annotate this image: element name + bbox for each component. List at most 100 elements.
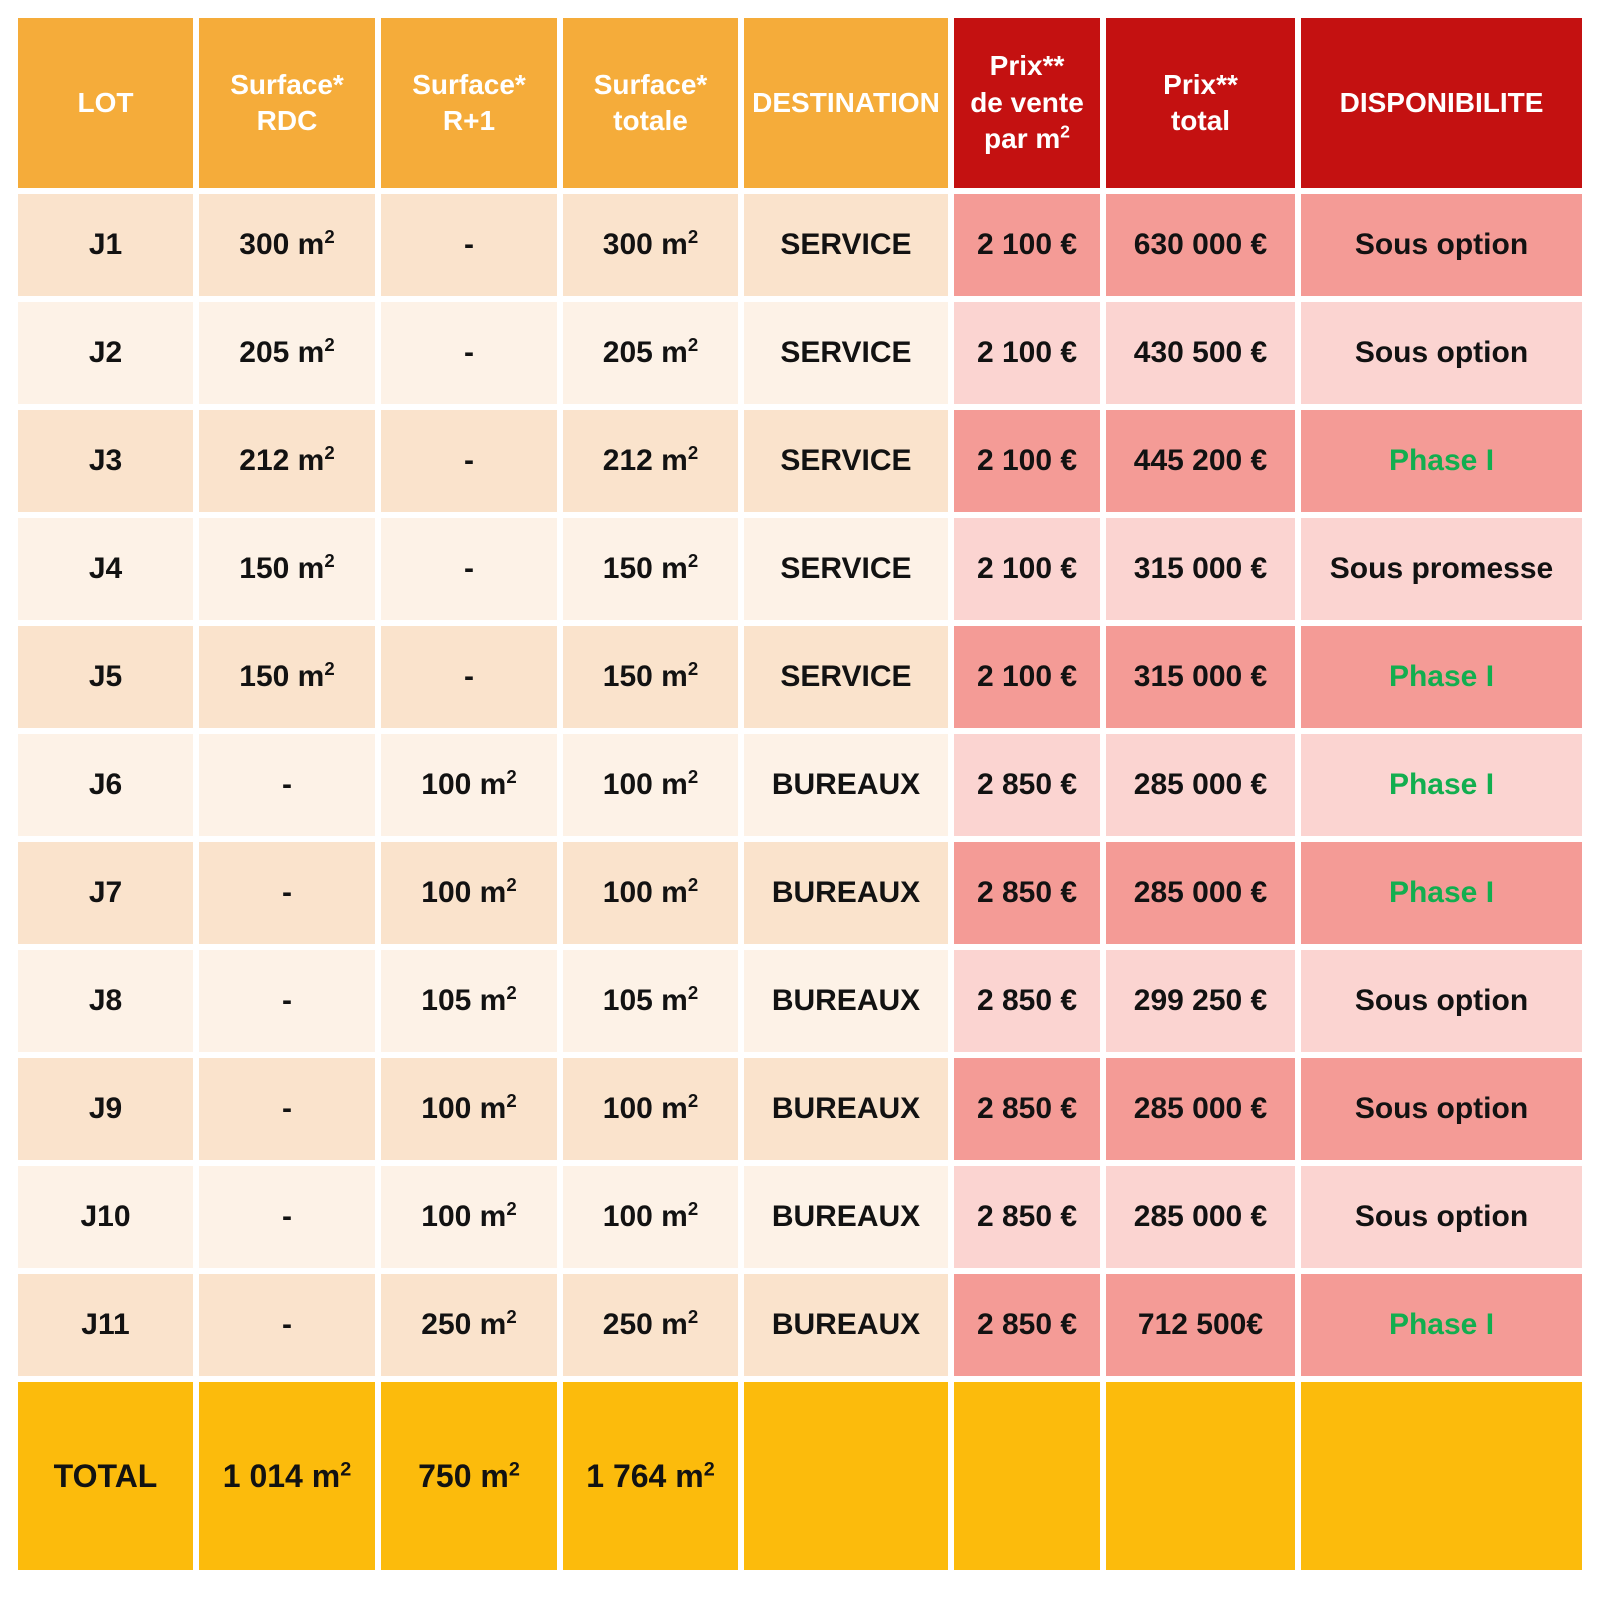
cell-surface-r1: -: [381, 626, 557, 728]
cell-disponibilite: Sous option: [1301, 950, 1582, 1052]
cell-disponibilite: Phase I: [1301, 842, 1582, 944]
superscript-2: 2: [324, 658, 335, 679]
cell-disponibilite: Sous option: [1301, 1058, 1582, 1160]
cell-surface-rdc: -: [199, 734, 375, 836]
total-cell-destination: [744, 1382, 948, 1570]
cell-destination: SERVICE: [744, 626, 948, 728]
lots-pricing-table: LOT Surface* RDC Surface* R+1 Surface* tota…: [12, 12, 1588, 1576]
cell-lot: J10: [18, 1166, 193, 1268]
cell-lot: J7: [18, 842, 193, 944]
cell-lot: J1: [18, 194, 193, 296]
cell-surface-r1: 100 m2: [381, 1058, 557, 1160]
cell-surface-totale: 105 m2: [563, 950, 738, 1052]
cell-prix-vente-m2: 2 850 €: [954, 842, 1100, 944]
cell-surface-r1: -: [381, 194, 557, 296]
cell-surface-rdc: -: [199, 842, 375, 944]
table-row-j5: J5 150 m2-150 m2 SERVICE 2 100 €315 000 € Ph…: [18, 626, 1582, 728]
cell-surface-totale: 100 m2: [563, 1058, 738, 1160]
total-cell-lot: TOTAL: [18, 1382, 193, 1570]
cell-prix-vente-m2: 2 850 €: [954, 734, 1100, 836]
cell-surface-totale: 205 m2: [563, 302, 738, 404]
superscript-2: 2: [687, 874, 699, 895]
cell-lot: J3: [18, 410, 193, 512]
cell-disponibilite: Phase I: [1301, 1274, 1582, 1376]
cell-lot: J5: [18, 626, 193, 728]
cell-disponibilite: Sous option: [1301, 302, 1582, 404]
superscript-2: 2: [324, 442, 335, 463]
cell-surface-totale: 100 m2: [563, 842, 738, 944]
total-cell-surface-totale: 1 764 m2: [563, 1382, 738, 1570]
total-cell-surface-rdc: 1 014 m2: [199, 1382, 375, 1570]
cell-surface-rdc: 212 m2: [199, 410, 375, 512]
table-row-j3: J3 212 m2-212 m2 SERVICE 2 100 €445 200 € Ph…: [18, 410, 1582, 512]
cell-surface-r1: 250 m2: [381, 1274, 557, 1376]
cell-lot: J6: [18, 734, 193, 836]
cell-prix-vente-m2: 2 850 €: [954, 950, 1100, 1052]
superscript-2: 2: [506, 982, 517, 1003]
cell-prix-vente-m2: 2 850 €: [954, 1058, 1100, 1160]
superscript-2: 2: [687, 442, 699, 463]
cell-surface-r1: 105 m2: [381, 950, 557, 1052]
cell-prix-vente-m2: 2 850 €: [954, 1166, 1100, 1268]
cell-prix-vente-m2: 2 100 €: [954, 626, 1100, 728]
header-cell-surface-rdc: Surface* RDC: [199, 18, 375, 188]
cell-surface-totale: 250 m2: [563, 1274, 738, 1376]
cell-disponibilite: Phase I: [1301, 410, 1582, 512]
header-cell-prix-vente-m2: Prix** de vente par m2: [954, 18, 1100, 188]
superscript-2: 2: [506, 766, 517, 787]
cell-prix-vente-m2: 2 850 €: [954, 1274, 1100, 1376]
table-row-j9: J9-100 m2 100 m2 BUREAUX 2 850 €285 000 € So…: [18, 1058, 1582, 1160]
superscript-2: 2: [687, 550, 699, 571]
cell-prix-vente-m2: 2 100 €: [954, 410, 1100, 512]
superscript-2: 2: [506, 874, 517, 895]
cell-destination: BUREAUX: [744, 1274, 948, 1376]
cell-prix-total: 285 000 €: [1106, 842, 1295, 944]
cell-surface-r1: -: [381, 410, 557, 512]
table-row-j8: J8-105 m2 105 m2 BUREAUX 2 850 €299 250 € So…: [18, 950, 1582, 1052]
cell-surface-rdc: 205 m2: [199, 302, 375, 404]
superscript-2: 2: [324, 226, 335, 247]
cell-surface-rdc: 300 m2: [199, 194, 375, 296]
superscript-2: 2: [687, 982, 699, 1003]
cell-prix-vente-m2: 2 100 €: [954, 302, 1100, 404]
cell-disponibilite: Phase I: [1301, 626, 1582, 728]
superscript-2: 2: [324, 334, 335, 355]
cell-surface-totale: 150 m2: [563, 518, 738, 620]
superscript-2: 2: [508, 1457, 520, 1480]
superscript-2: 2: [703, 1457, 715, 1480]
cell-surface-r1: 100 m2: [381, 842, 557, 944]
cell-disponibilite: Sous option: [1301, 194, 1582, 296]
table-row-j6: J6-100 m2 100 m2 BUREAUX 2 850 €285 000 € Ph…: [18, 734, 1582, 836]
cell-disponibilite: Phase I: [1301, 734, 1582, 836]
cell-prix-total: 315 000 €: [1106, 518, 1295, 620]
cell-surface-r1: -: [381, 518, 557, 620]
cell-prix-total: 315 000 €: [1106, 626, 1295, 728]
header-cell-surface-r1: Surface* R+1: [381, 18, 557, 188]
cell-prix-total: 285 000 €: [1106, 1058, 1295, 1160]
cell-surface-r1: 100 m2: [381, 734, 557, 836]
header-cell-disponibilite: DISPONIBILITE: [1301, 18, 1582, 188]
cell-surface-r1: 100 m2: [381, 1166, 557, 1268]
table-row-j2: J2 205 m2-205 m2 SERVICE 2 100 €430 500 € So…: [18, 302, 1582, 404]
header-cell-destination: DESTINATION: [744, 18, 948, 188]
cell-lot: J4: [18, 518, 193, 620]
cell-surface-rdc: 150 m2: [199, 626, 375, 728]
cell-surface-rdc: -: [199, 1166, 375, 1268]
cell-prix-total: 712 500€: [1106, 1274, 1295, 1376]
cell-prix-total: 285 000 €: [1106, 1166, 1295, 1268]
cell-prix-total: 285 000 €: [1106, 734, 1295, 836]
superscript-2: 2: [324, 550, 335, 571]
header-cell-prix-total: Prix** total: [1106, 18, 1295, 188]
total-cell-disponibilite: [1301, 1382, 1582, 1570]
cell-prix-total: 430 500 €: [1106, 302, 1295, 404]
superscript-2: 2: [506, 1306, 517, 1327]
superscript-2: 2: [687, 766, 699, 787]
cell-surface-rdc: -: [199, 1274, 375, 1376]
cell-surface-totale: 100 m2: [563, 1166, 738, 1268]
cell-surface-totale: 150 m2: [563, 626, 738, 728]
cell-prix-vente-m2: 2 100 €: [954, 518, 1100, 620]
cell-surface-r1: -: [381, 302, 557, 404]
table-row-j10: J10-100 m2 100 m2 BUREAUX 2 850 €285 000 € S…: [18, 1166, 1582, 1268]
superscript-2: 2: [687, 658, 699, 679]
table-row-j1: J1 300 m2-300 m2 SERVICE 2 100 €630 000 € So…: [18, 194, 1582, 296]
